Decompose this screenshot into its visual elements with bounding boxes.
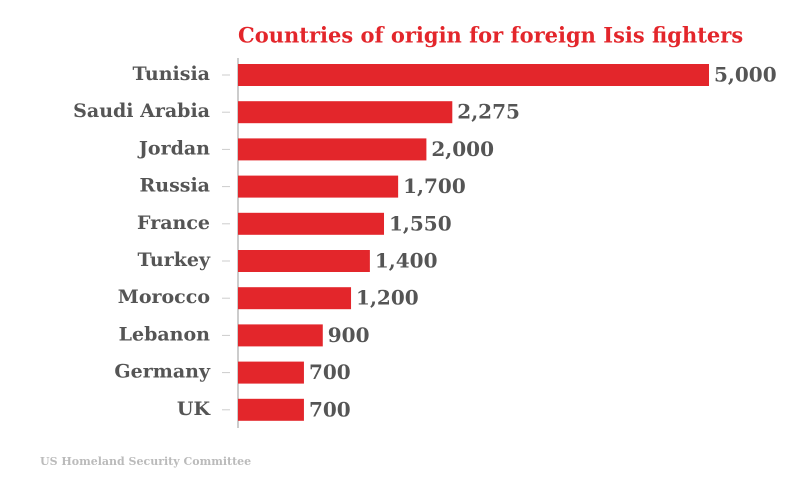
category-label: Saudi Arabia <box>73 100 210 122</box>
value-label: 1,700 <box>403 174 466 198</box>
category-label: Germany <box>114 361 211 383</box>
category-label: Morocco <box>118 286 210 308</box>
value-label: 2,000 <box>431 137 494 161</box>
category-label: Turkey <box>137 249 210 271</box>
bar <box>238 361 304 384</box>
bar <box>238 398 304 421</box>
value-label: 900 <box>328 323 370 347</box>
bar <box>238 138 427 161</box>
value-label: 2,275 <box>457 100 520 124</box>
bar <box>238 324 323 347</box>
value-label: 1,550 <box>389 211 452 235</box>
bar <box>238 64 709 86</box>
category-label: UK <box>177 398 212 420</box>
source: US Homeland Security Committee <box>40 455 251 468</box>
bar <box>238 287 352 310</box>
category-label: Russia <box>139 175 210 197</box>
category-label: Lebanon <box>119 323 211 345</box>
bar <box>238 250 370 272</box>
value-label: 700 <box>309 360 351 384</box>
category-label: Tunisia <box>133 63 210 85</box>
value-label: 700 <box>309 397 351 421</box>
value-label: 1,200 <box>356 286 419 310</box>
bar <box>238 175 399 198</box>
value-label: 1,400 <box>375 249 438 273</box>
chart-title: Countries of origin for foreign Isis fig… <box>238 23 743 48</box>
category-label: France <box>137 212 210 234</box>
bar <box>238 212 385 235</box>
category-label: Jordan <box>137 137 210 159</box>
value-label: 5,000 <box>714 63 777 87</box>
bar <box>238 101 453 124</box>
